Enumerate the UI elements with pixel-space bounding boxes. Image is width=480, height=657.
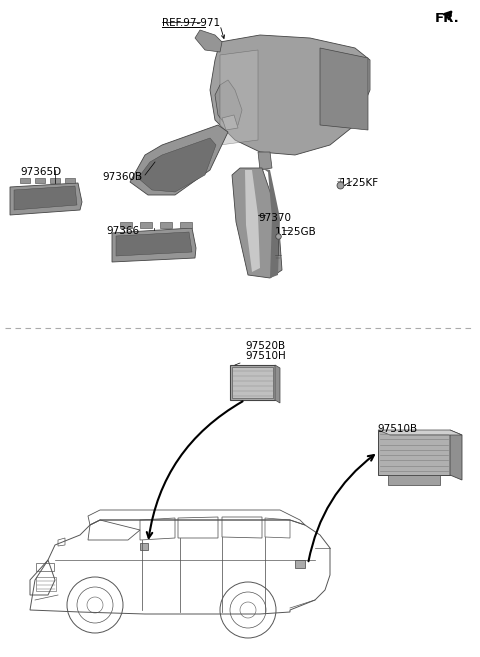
Polygon shape — [210, 35, 370, 155]
Text: 97360B: 97360B — [102, 172, 142, 182]
Polygon shape — [35, 178, 45, 183]
Polygon shape — [220, 50, 258, 145]
Polygon shape — [140, 222, 152, 228]
Bar — [36, 563, 54, 571]
Polygon shape — [50, 178, 60, 183]
Polygon shape — [215, 80, 242, 128]
Text: 97520B: 97520B — [245, 341, 285, 351]
Polygon shape — [160, 222, 172, 228]
Text: 97510H: 97510H — [245, 351, 286, 361]
Polygon shape — [116, 232, 192, 256]
Polygon shape — [275, 365, 280, 403]
Polygon shape — [65, 178, 75, 183]
Polygon shape — [258, 152, 272, 170]
Polygon shape — [195, 30, 222, 52]
Polygon shape — [378, 430, 462, 435]
Polygon shape — [388, 475, 440, 485]
Bar — [140, 543, 148, 550]
Polygon shape — [222, 115, 238, 130]
Polygon shape — [180, 222, 192, 228]
Polygon shape — [320, 48, 368, 130]
Text: 97510B: 97510B — [377, 424, 417, 434]
Polygon shape — [20, 178, 30, 183]
Text: FR.: FR. — [435, 12, 460, 25]
Bar — [378, 430, 450, 475]
Polygon shape — [245, 170, 260, 272]
Text: 97370: 97370 — [258, 213, 291, 223]
Polygon shape — [138, 138, 216, 192]
Bar — [232, 367, 273, 398]
Polygon shape — [262, 168, 280, 278]
Polygon shape — [14, 186, 77, 210]
FancyBboxPatch shape — [230, 365, 275, 400]
Polygon shape — [120, 222, 132, 228]
Polygon shape — [112, 228, 196, 262]
Polygon shape — [10, 183, 82, 215]
Text: 1125KF: 1125KF — [340, 178, 379, 188]
Polygon shape — [232, 168, 282, 278]
Text: 1125GB: 1125GB — [275, 227, 317, 237]
Bar — [36, 577, 56, 591]
Bar — [295, 560, 305, 568]
Polygon shape — [450, 430, 462, 480]
Text: 97366: 97366 — [106, 226, 139, 236]
Text: REF.97-971: REF.97-971 — [162, 18, 220, 28]
Text: 97365D: 97365D — [20, 167, 61, 177]
Polygon shape — [130, 125, 228, 195]
